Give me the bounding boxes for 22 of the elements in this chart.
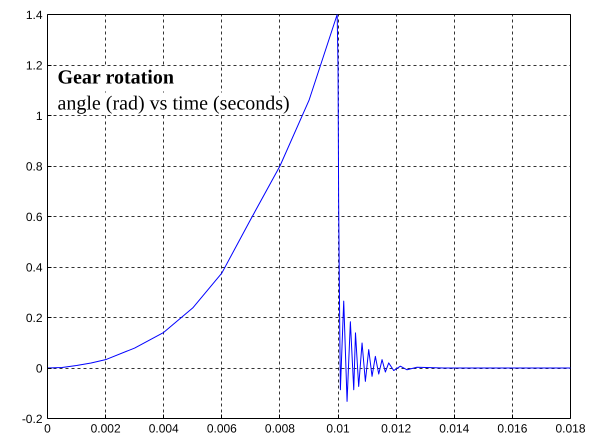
text: Gear rotation xyxy=(58,66,174,88)
x-tick-label: 0.008 xyxy=(264,422,296,436)
y-tick-label: 0.6 xyxy=(26,210,43,224)
line-series xyxy=(48,14,570,402)
y-tick-label: 0.8 xyxy=(26,160,43,174)
y-tick-label: 0.4 xyxy=(26,260,43,274)
x-tick-label: 0.014 xyxy=(439,422,470,436)
y-tick-label: 0 xyxy=(36,362,43,376)
y-tick-label: 1.2 xyxy=(26,58,43,72)
x-tick-label: 0.01 xyxy=(326,422,350,436)
x-tick-label: 0.018 xyxy=(555,422,586,436)
y-tick-label: -0.2 xyxy=(22,412,43,426)
y-tick-label: 0.2 xyxy=(26,311,43,325)
y-tick-label: 1 xyxy=(36,109,43,123)
x-tick-label: 0.012 xyxy=(381,422,412,436)
x-tick-label: 0.002 xyxy=(90,422,121,436)
x-tick-label: 0.006 xyxy=(206,422,238,436)
x-tick-label: 0.016 xyxy=(497,422,528,436)
text: angle (rad) vs time (seconds) xyxy=(58,92,290,114)
x-tick-label: 0 xyxy=(44,422,52,436)
x-tick-label: 0.004 xyxy=(148,422,180,436)
y-tick-label: 1.4 xyxy=(26,8,43,22)
